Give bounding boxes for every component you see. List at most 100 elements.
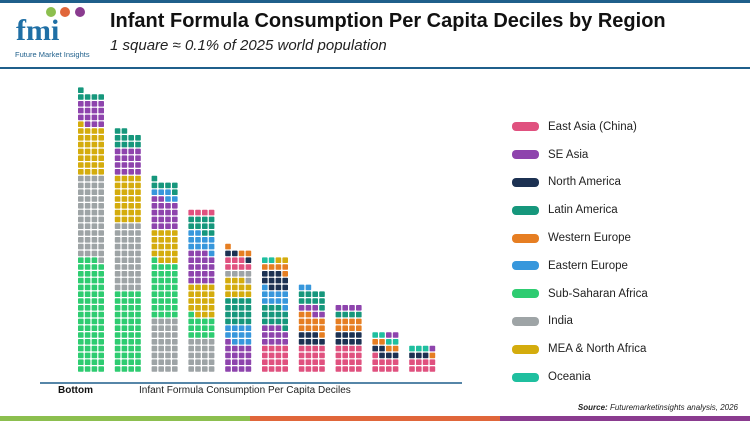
square-eastern-europe <box>158 189 164 195</box>
square-oceania <box>409 345 415 352</box>
square-latin-america <box>238 298 245 304</box>
square-se-asia <box>195 264 201 270</box>
square-latin-america <box>319 298 325 304</box>
square-sub-saharan-africa <box>84 359 91 365</box>
square-sub-saharan-africa <box>91 305 98 311</box>
square-india <box>98 182 104 189</box>
square-india <box>114 230 121 236</box>
decile-column-7 <box>298 284 325 372</box>
square-sub-saharan-africa <box>84 339 91 345</box>
square-se-asia <box>165 216 171 223</box>
square-mea-north-africa <box>84 141 91 148</box>
square-eastern-europe <box>225 325 231 331</box>
square-mea-north-africa <box>91 141 98 148</box>
square-mea-north-africa <box>78 162 84 168</box>
square-india <box>91 189 98 195</box>
square-north-america <box>356 339 362 345</box>
square-india <box>165 325 171 331</box>
square-mea-north-africa <box>165 257 171 263</box>
square-sub-saharan-africa <box>91 298 98 304</box>
square-se-asia <box>172 223 178 229</box>
square-latin-america <box>238 311 245 318</box>
square-se-asia <box>172 203 178 209</box>
square-sub-saharan-africa <box>98 284 104 291</box>
square-mea-north-africa <box>98 128 104 134</box>
square-india <box>165 339 171 345</box>
square-india <box>121 284 128 291</box>
square-sub-saharan-africa <box>98 318 104 325</box>
square-sub-saharan-africa <box>78 318 84 325</box>
square-mea-north-africa <box>172 237 178 243</box>
square-mea-north-africa <box>195 298 201 304</box>
square-se-asia <box>305 305 312 311</box>
square-east-asia-china <box>392 366 399 372</box>
square-india <box>114 277 121 284</box>
square-sub-saharan-africa <box>165 311 171 318</box>
square-sub-saharan-africa <box>98 305 104 311</box>
square-sub-saharan-africa <box>84 352 91 359</box>
square-east-asia-china <box>268 366 275 372</box>
square-se-asia <box>172 216 178 223</box>
square-mea-north-africa <box>84 148 91 155</box>
square-east-asia-china <box>238 257 245 263</box>
square-sub-saharan-africa <box>158 291 164 297</box>
legend-swatch <box>512 372 539 382</box>
square-latin-america <box>172 189 178 195</box>
square-east-asia-china <box>298 345 305 352</box>
square-mea-north-africa <box>188 305 194 311</box>
square-eastern-europe <box>268 291 275 297</box>
square-india <box>98 250 104 257</box>
square-india <box>84 243 91 250</box>
square-latin-america <box>78 87 84 93</box>
square-sub-saharan-africa <box>84 271 91 277</box>
square-mea-north-africa <box>84 128 91 134</box>
square-north-america <box>379 352 385 359</box>
square-mea-north-africa <box>165 250 171 257</box>
square-east-asia-china <box>335 345 342 352</box>
square-mea-north-africa <box>98 141 104 148</box>
square-north-america <box>379 345 385 352</box>
square-se-asia <box>225 352 231 359</box>
square-india <box>91 230 98 236</box>
square-east-asia-china <box>225 257 231 263</box>
square-mea-north-africa <box>172 230 178 236</box>
square-sub-saharan-africa <box>78 305 84 311</box>
square-se-asia <box>245 359 252 365</box>
square-india <box>158 325 164 331</box>
square-sub-saharan-africa <box>158 298 164 304</box>
square-mea-north-africa <box>135 203 141 209</box>
square-india <box>114 257 121 263</box>
square-east-asia-china <box>429 359 436 365</box>
square-mea-north-africa <box>195 311 201 318</box>
square-eastern-europe <box>238 339 245 345</box>
square-india <box>208 366 215 372</box>
square-india <box>128 230 134 236</box>
square-east-asia-china <box>409 359 415 365</box>
square-india <box>172 318 178 325</box>
square-latin-america <box>84 94 91 100</box>
square-sub-saharan-africa <box>78 332 84 338</box>
square-mea-north-africa <box>121 196 128 202</box>
brand-bar-green <box>0 416 250 421</box>
square-india <box>208 345 215 352</box>
square-mea-north-africa <box>232 291 238 297</box>
square-india <box>84 189 91 195</box>
square-east-asia-china <box>262 359 268 365</box>
square-latin-america <box>245 305 252 311</box>
square-se-asia <box>225 366 231 372</box>
legend-swatch <box>512 261 539 271</box>
square-mea-north-africa <box>128 189 134 195</box>
square-western-europe <box>342 325 348 331</box>
square-sub-saharan-africa <box>78 257 84 263</box>
legend-label: Sub-Saharan Africa <box>548 287 648 300</box>
square-mea-north-africa <box>84 169 91 175</box>
square-east-asia-china <box>422 366 429 372</box>
square-mea-north-africa <box>202 305 208 311</box>
square-eastern-europe <box>195 237 201 243</box>
square-india <box>128 257 134 263</box>
square-se-asia <box>429 345 436 352</box>
square-india <box>84 216 91 223</box>
square-sub-saharan-africa <box>135 352 141 359</box>
square-latin-america <box>78 94 84 100</box>
square-india <box>114 243 121 250</box>
